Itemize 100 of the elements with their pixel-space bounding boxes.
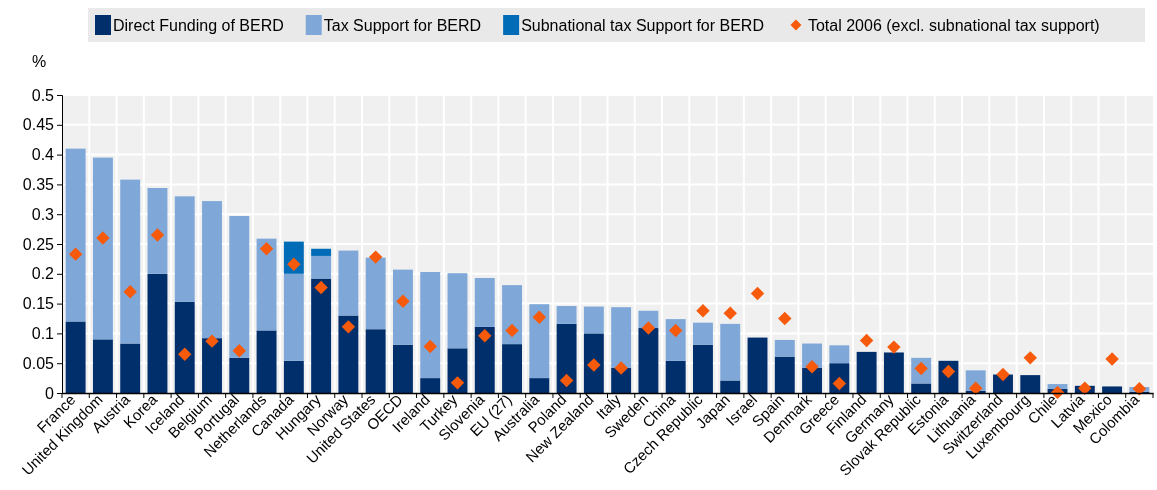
- point: [996, 367, 1010, 382]
- point: [532, 310, 547, 325]
- bar: [120, 343, 141, 393]
- bar: [447, 273, 468, 349]
- bar: [474, 277, 495, 327]
- bar: [529, 304, 550, 379]
- point: [1132, 382, 1147, 396]
- bar: [147, 187, 168, 274]
- bar: [338, 250, 359, 316]
- point: [423, 339, 437, 354]
- bar: [338, 315, 359, 393]
- bar: [556, 323, 577, 393]
- legend-label: Total 2006 (excl. subnational tax support): [807, 17, 1100, 34]
- bar: [392, 344, 413, 393]
- bar: [392, 269, 413, 345]
- point: [232, 343, 246, 358]
- point: [314, 280, 328, 295]
- y-tick-label: 0.05: [22, 354, 55, 372]
- point: [614, 361, 628, 375]
- bar: [365, 329, 386, 393]
- point: [150, 228, 165, 242]
- bar: [583, 333, 604, 393]
- point: [587, 358, 601, 372]
- point: [341, 320, 356, 334]
- bar: [92, 157, 113, 340]
- bar: [420, 272, 441, 379]
- bar: [120, 179, 141, 344]
- bar: [474, 326, 495, 393]
- bar: [256, 238, 277, 331]
- point: [178, 347, 192, 361]
- y-tick-label: 0.4: [31, 146, 55, 164]
- bar: [92, 339, 113, 393]
- bar: [229, 215, 250, 358]
- bar: [365, 257, 386, 330]
- bar: [283, 360, 304, 393]
- bar: [583, 306, 604, 334]
- point: [123, 284, 137, 299]
- y-tick-label: 0.5: [31, 86, 55, 104]
- y-axis-title: %: [32, 53, 47, 70]
- bar: [693, 344, 713, 393]
- point: [723, 306, 737, 320]
- point: [668, 323, 683, 338]
- legend-label: Direct Funding of BERD: [113, 17, 284, 34]
- point: [887, 340, 901, 354]
- bar: [556, 305, 577, 324]
- bar: [65, 321, 86, 393]
- bar: [1102, 386, 1123, 393]
- bar: [311, 278, 332, 393]
- bar: [283, 273, 304, 361]
- bar: [502, 344, 522, 393]
- bar: [502, 285, 522, 345]
- y-tick-label: 0.35: [22, 176, 55, 194]
- point: [505, 323, 519, 338]
- point: [1078, 381, 1092, 395]
- point: [1023, 351, 1037, 365]
- bar: [420, 378, 441, 393]
- bar: [202, 201, 222, 339]
- bar: [611, 307, 632, 368]
- point: [68, 247, 83, 261]
- point: [396, 294, 410, 308]
- bar: [1020, 375, 1041, 393]
- y-tick-label: 0.3: [31, 205, 55, 223]
- bar: [311, 255, 332, 279]
- bar: [638, 328, 659, 393]
- point: [696, 304, 710, 318]
- legend-label: Tax Support for BERD: [323, 17, 482, 34]
- point: [641, 321, 656, 335]
- bar: [774, 339, 795, 357]
- point: [969, 381, 983, 395]
- bar: [883, 352, 904, 393]
- bar: [147, 273, 168, 393]
- bar: [174, 301, 195, 393]
- y-tick-label: 0.45: [22, 116, 55, 134]
- bar: [720, 380, 741, 393]
- bar: [611, 367, 632, 393]
- bar: [529, 378, 550, 393]
- point: [859, 333, 874, 348]
- point: [805, 360, 819, 374]
- point: [96, 231, 110, 245]
- bar: [911, 383, 932, 393]
- bar: [747, 337, 768, 393]
- point: [368, 250, 383, 264]
- bar: [720, 323, 741, 381]
- bar: [829, 345, 850, 364]
- bar: [856, 351, 877, 393]
- point: [750, 286, 765, 301]
- y-tick-label: 0.25: [22, 235, 55, 253]
- bar: [229, 357, 250, 393]
- bar: [693, 322, 713, 345]
- bar: [202, 338, 222, 393]
- bar: [774, 356, 795, 393]
- point: [478, 329, 492, 343]
- point: [450, 376, 465, 390]
- point: [1105, 352, 1119, 366]
- bar: [665, 360, 686, 393]
- bar: [802, 367, 823, 393]
- y-tick-label: 0.1: [31, 325, 55, 343]
- y-tick-label: 0.2: [31, 265, 55, 283]
- bar: [256, 330, 277, 393]
- point: [205, 334, 219, 348]
